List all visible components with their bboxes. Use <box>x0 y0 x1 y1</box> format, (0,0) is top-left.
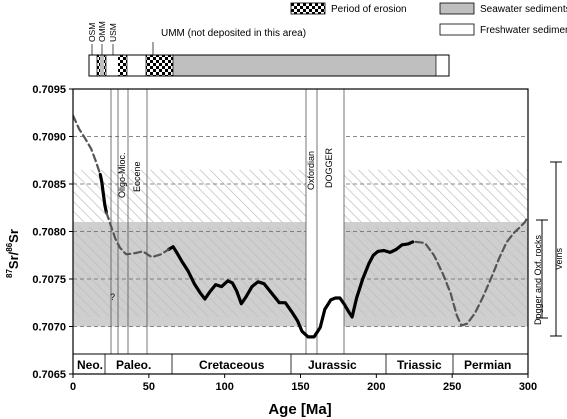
column-seawater-main <box>173 55 436 76</box>
x-axis-title: Age [Ma] <box>268 401 331 418</box>
band-hatched-lower <box>73 227 528 317</box>
y-tick-label: 0.7070 <box>32 322 66 334</box>
column-freshwater-osm <box>89 55 97 76</box>
era-permian: Permian <box>464 358 511 372</box>
era-triassic: Triassic <box>397 358 442 372</box>
y-tick-label: 0.7085 <box>32 179 66 191</box>
era-neo: Neo. <box>77 358 103 372</box>
column-erosion-1 <box>97 55 100 76</box>
y-tick-label: 0.7075 <box>32 274 66 286</box>
x-tick-label: 150 <box>291 381 309 393</box>
period-label-oligo-mioc: Oligo-Mioc. <box>117 152 127 198</box>
x-tick-label: 100 <box>215 381 233 393</box>
column-freshwater-end <box>436 55 449 76</box>
column-freshwater-usm <box>106 55 118 76</box>
y-axis-title: 87Sr/86Sr <box>5 229 21 278</box>
legend-erosion-label: Period of erosion <box>331 4 407 15</box>
legend-seawater-label: Seawater sediments <box>480 4 567 15</box>
era-paleo: Paleo. <box>116 358 151 372</box>
legend-seawater-swatch <box>440 3 474 14</box>
column-label-omm: OMM <box>97 21 107 42</box>
column-erosion-3 <box>118 55 127 76</box>
era-jurassic: Jurassic <box>308 358 357 372</box>
right-range-markers: Veins Dogger and Oxf. rocks <box>533 162 564 336</box>
period-label-dogger: DOGGER <box>324 147 334 188</box>
x-tick-label: 200 <box>367 381 385 393</box>
legend: Period of erosion Seawater sediments Fre… <box>291 3 567 36</box>
x-tick-label: 50 <box>143 381 155 393</box>
question-mark: ? <box>110 292 115 302</box>
period-label-oxfordian: Oxfordian <box>306 151 316 190</box>
legend-erosion-swatch <box>291 3 325 14</box>
x-tick-label: 250 <box>443 381 461 393</box>
column-seawater-omm <box>100 55 104 76</box>
stratigraphic-column: OSM OMM USM UMM (not deposited in this a… <box>87 21 449 76</box>
svg-text:87Sr/86Sr: 87Sr/86Sr <box>5 229 21 278</box>
column-erosion-4 <box>146 55 173 76</box>
column-freshwater-2 <box>127 55 146 76</box>
period-label-eocene: Eocene <box>132 161 142 192</box>
ylabel-tail: Sr <box>6 229 21 243</box>
ylabel-main: Sr/ <box>6 251 21 269</box>
column-label-usm: USM <box>108 23 118 42</box>
y-tick-label: 0.7080 <box>32 227 66 239</box>
y-tick-label: 0.7065 <box>32 369 66 381</box>
bands <box>73 170 528 327</box>
veins-label: Veins <box>554 247 564 270</box>
column-label-umm: UMM (not deposited in this area) <box>161 28 306 39</box>
column-label-osm: OSM <box>87 23 97 42</box>
dogger-oxf-label: Dogger and Oxf. rocks <box>533 234 543 325</box>
x-tick-label: 300 <box>519 381 537 393</box>
legend-freshwater-swatch <box>440 24 474 35</box>
legend-freshwater-label: Freshwater sediments <box>480 25 567 36</box>
x-tick-label: 0 <box>70 381 76 393</box>
y-tick-label: 0.7095 <box>32 84 66 96</box>
y-tick-label: 0.7090 <box>32 132 66 144</box>
era-cretaceous: Cretaceous <box>199 358 265 372</box>
